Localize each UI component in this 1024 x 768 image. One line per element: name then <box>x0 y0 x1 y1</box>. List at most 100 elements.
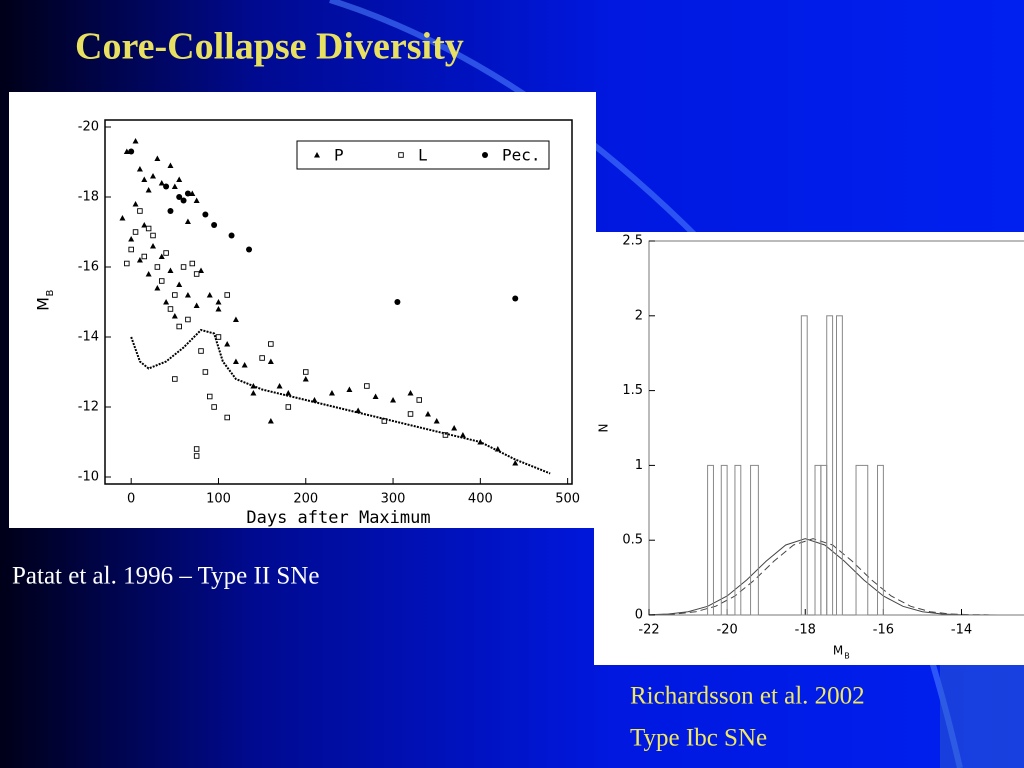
point <box>328 390 335 396</box>
point <box>276 383 283 389</box>
x-tick-label: 0 <box>127 492 135 507</box>
point <box>390 397 397 403</box>
figure-right <box>594 232 1024 665</box>
point <box>141 222 148 228</box>
point <box>124 260 130 267</box>
point <box>189 190 196 196</box>
light-curve <box>130 328 551 475</box>
point <box>364 383 370 389</box>
point <box>158 253 165 259</box>
caption: Richardsson et al. 2002 <box>630 683 865 710</box>
bar <box>855 464 869 616</box>
point <box>145 187 152 193</box>
legend-label: P <box>334 146 344 165</box>
point <box>198 267 205 273</box>
bar <box>720 464 728 616</box>
legend-marker <box>314 152 320 158</box>
legend-label: Pec. <box>502 146 541 165</box>
y-tick-label: 1.5 <box>622 383 643 398</box>
x-tick-label: -14 <box>951 623 972 638</box>
point <box>459 432 466 438</box>
point <box>150 243 157 249</box>
point <box>171 313 178 319</box>
point <box>163 250 169 256</box>
plot-frame <box>104 119 573 485</box>
point <box>176 176 183 182</box>
bar <box>836 315 843 616</box>
point <box>224 414 230 421</box>
x-tick-label: 200 <box>293 492 318 507</box>
point <box>259 355 265 361</box>
point <box>198 348 204 354</box>
x-tick-label: 400 <box>468 492 493 507</box>
point <box>167 267 174 273</box>
point <box>128 236 135 242</box>
bar <box>826 315 834 616</box>
point <box>184 190 191 197</box>
y-axis-label: N <box>597 424 611 433</box>
point <box>206 393 213 400</box>
point <box>128 246 134 253</box>
x-tick-label: -18 <box>795 623 816 638</box>
point <box>224 341 231 347</box>
point <box>302 376 309 382</box>
bar <box>707 464 714 616</box>
point <box>180 197 187 204</box>
x-axis-label-subscript: B <box>844 652 850 661</box>
point <box>224 292 230 298</box>
point <box>193 302 200 308</box>
point <box>303 369 309 375</box>
point <box>132 201 139 207</box>
point <box>346 386 353 392</box>
bar <box>800 315 808 616</box>
point <box>167 208 174 214</box>
y-tick-label: -18 <box>78 190 99 205</box>
point <box>158 278 165 284</box>
point <box>150 173 157 179</box>
point <box>285 404 292 410</box>
point <box>136 257 143 263</box>
point <box>202 211 209 218</box>
point <box>416 397 422 403</box>
point <box>394 299 401 305</box>
point <box>193 271 200 277</box>
point <box>154 285 161 291</box>
y-tick-label: 2.5 <box>622 234 643 249</box>
point <box>180 264 187 270</box>
y-tick-label: 0.5 <box>622 533 643 548</box>
point <box>193 197 200 203</box>
fit-curve <box>656 538 989 616</box>
point <box>137 208 143 214</box>
point <box>215 299 222 305</box>
legend-box <box>296 140 550 170</box>
point <box>268 341 274 347</box>
legend-label: L <box>418 146 428 165</box>
point <box>145 271 152 277</box>
bar <box>750 464 759 616</box>
point <box>407 411 414 417</box>
point <box>163 183 170 190</box>
x-axis-label: M <box>833 644 843 658</box>
slide-title: Core-Collapse Diversity <box>75 26 464 68</box>
bar <box>877 464 884 616</box>
point <box>123 148 130 154</box>
point <box>211 404 217 410</box>
bar <box>734 464 742 616</box>
y-tick-label: -12 <box>78 400 99 415</box>
point <box>512 295 519 302</box>
x-tick-label: -20 <box>717 623 738 638</box>
point <box>424 411 431 417</box>
point <box>433 418 440 424</box>
point <box>193 446 200 452</box>
point <box>141 253 148 260</box>
legend-marker <box>482 152 488 158</box>
point <box>132 229 139 235</box>
point <box>228 232 235 239</box>
y-tick-label: 2 <box>635 308 643 323</box>
x-tick-label: 300 <box>381 492 406 507</box>
point <box>171 183 178 189</box>
y-tick-label: 1 <box>635 458 643 473</box>
point <box>136 166 143 172</box>
